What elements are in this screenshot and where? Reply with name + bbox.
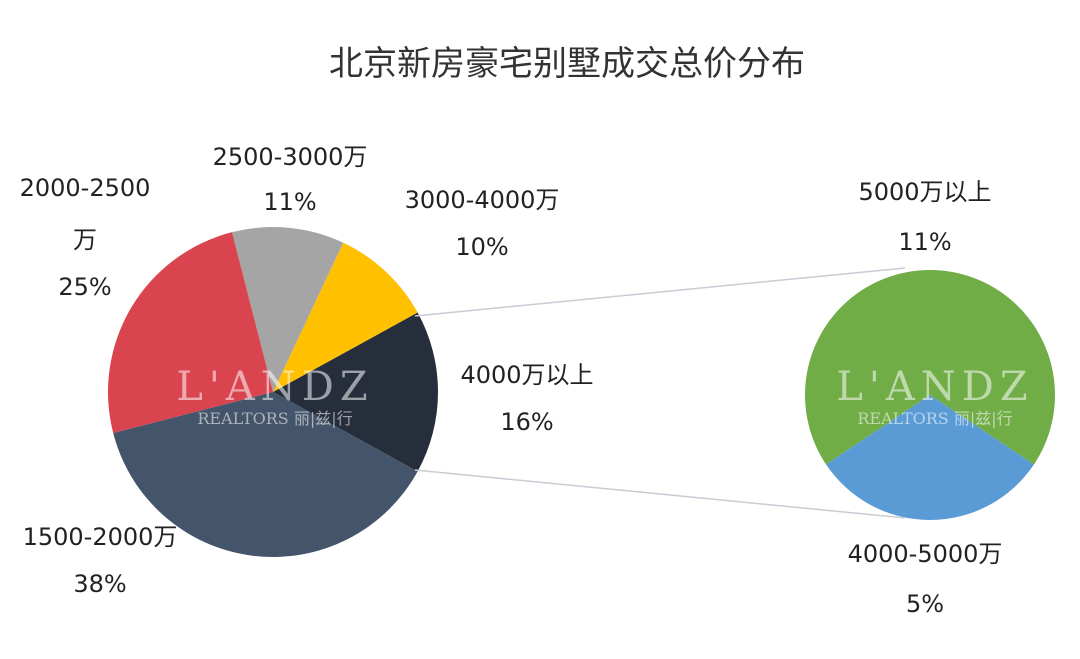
secondary-pie (805, 270, 1055, 520)
connector-line-bottom (414, 469, 906, 519)
pie-slice-4000万以上 (273, 312, 438, 472)
label-2000-2500: 2000-2500万 (19, 174, 151, 254)
svg-text:REALTORS 丽|兹|行: REALTORS 丽|兹|行 (197, 409, 352, 428)
watermark-secondary: L'ANDZ REALTORS 丽|兹|行 (836, 364, 1033, 428)
label-2000-2500-box: 2000-2500万 (19, 174, 151, 254)
label-5000-plus: 5000万以上 (858, 178, 991, 206)
main-pie (108, 226, 438, 557)
pct-2000-2500: 25% (58, 273, 111, 301)
pie-slice-2000-2500万 (108, 232, 273, 434)
pie-slice-1500-2000万 (113, 392, 418, 557)
pct-1500-2000: 38% (73, 570, 126, 598)
label-4000-5000: 4000-5000万 (848, 540, 1003, 568)
pie-slice-5000万以上 (805, 270, 1055, 465)
watermark-main: L'ANDZ REALTORS 丽|兹|行 (176, 364, 373, 428)
chart-title: 北京新房豪宅别墅成交总价分布 (329, 44, 805, 84)
pct-4000-5000: 5% (906, 590, 944, 618)
label-4000-plus: 4000万以上 (460, 361, 593, 389)
svg-text:L'ANDZ: L'ANDZ (836, 364, 1033, 410)
connector-line-top (414, 267, 906, 317)
label-1500-2000: 1500-2000万 (23, 523, 178, 551)
pie-slice-2500-3000万 (231, 226, 344, 392)
svg-text:L'ANDZ: L'ANDZ (176, 364, 373, 410)
pct-2500-3000: 11% (263, 188, 316, 216)
pct-5000-plus: 11% (898, 228, 951, 256)
pie-slice-4000-5000万 (826, 395, 1034, 520)
label-2500-3000: 2500-3000万 (213, 143, 368, 171)
svg-text:REALTORS 丽|兹|行: REALTORS 丽|兹|行 (857, 409, 1012, 428)
label-3000-4000: 3000-4000万 (405, 186, 560, 214)
pie-slice-3000-4000万 (273, 242, 418, 392)
pct-3000-4000: 10% (455, 233, 508, 261)
pct-4000-plus: 16% (500, 408, 553, 436)
